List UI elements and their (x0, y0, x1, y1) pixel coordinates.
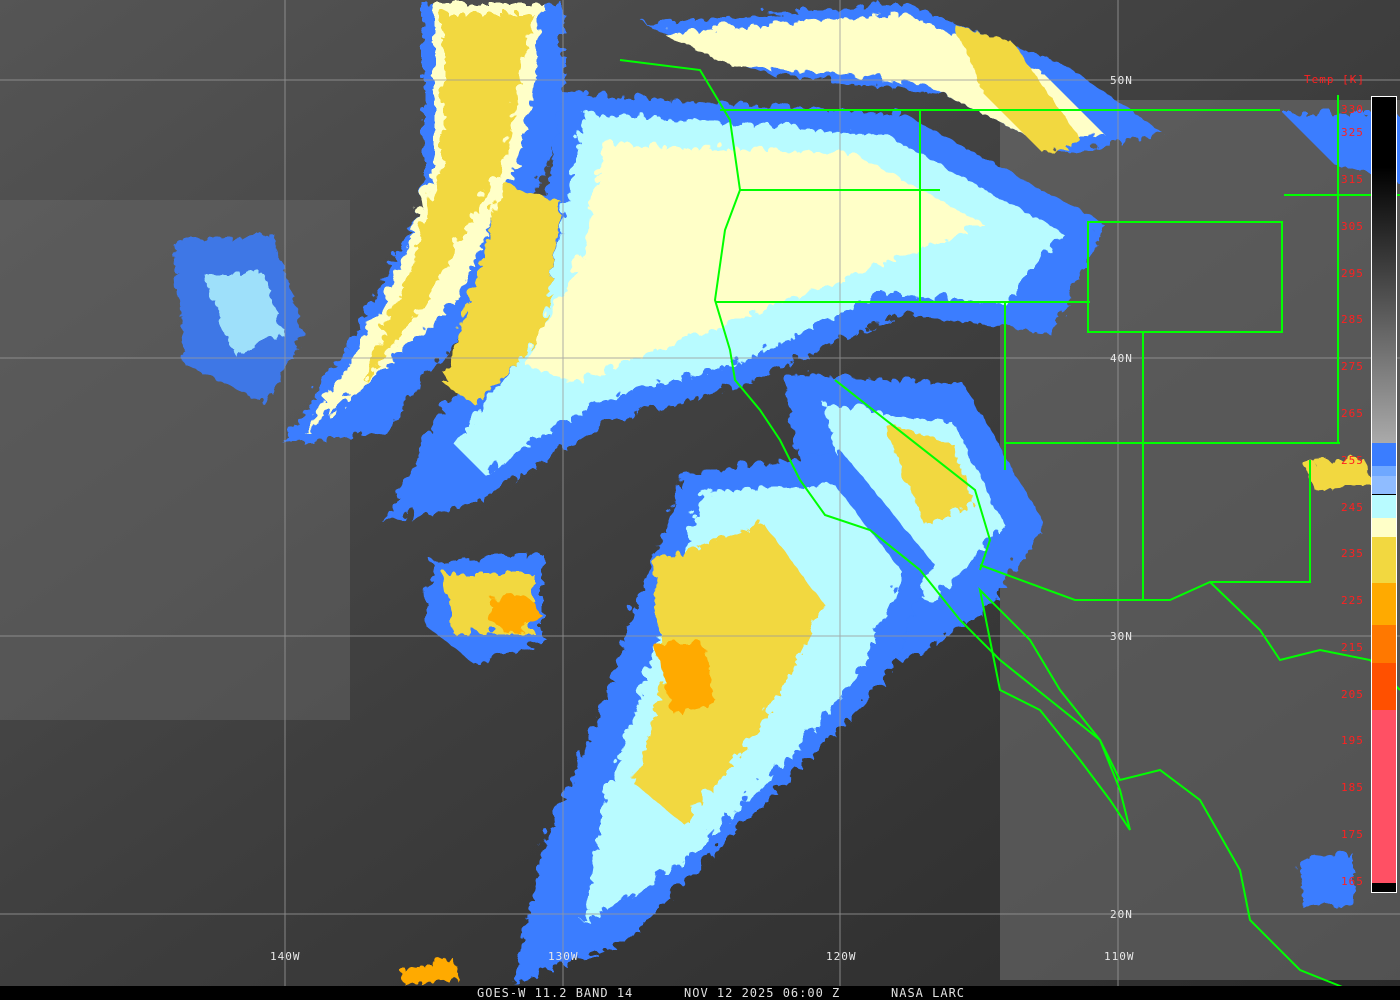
coastlines-and-borders (619, 59, 1400, 991)
temperature-colorbar (1371, 96, 1397, 893)
colorbar-segment (1372, 625, 1396, 663)
colorbar-tick-label: 295 (1341, 266, 1364, 280)
colorbar-tick-label: 315 (1341, 173, 1364, 187)
colorbar-tick-label: 175 (1341, 827, 1364, 841)
lat-label-50n: 50N (1110, 74, 1133, 87)
colorbar-segment (1372, 443, 1396, 467)
colorbar-tick-label: 235 (1341, 547, 1364, 561)
colorbar-segment (1372, 475, 1396, 495)
colorbar-tick-label: 275 (1341, 360, 1364, 374)
colorbar-tick-label: 215 (1341, 640, 1364, 654)
colorbar-tick-label: 225 (1341, 594, 1364, 608)
lon-label-130w: 130W (548, 950, 579, 963)
lat-label-20n: 20N (1110, 908, 1133, 921)
colorbar-segment (1372, 494, 1396, 518)
colorbar-tick-label: 245 (1341, 500, 1364, 514)
colorbar-segment (1372, 517, 1396, 537)
lat-label-40n: 40N (1110, 352, 1133, 365)
caption-datetime: NOV 12 2025 06:00 Z (684, 986, 841, 1000)
colorbar-tick-label: 265 (1341, 407, 1364, 420)
lon-label-140w: 140W (270, 950, 301, 963)
lat-label-30n: 30N (1110, 630, 1133, 643)
colorbar-tick-label: 285 (1341, 313, 1364, 327)
colorbar-tick-label: 205 (1341, 687, 1364, 701)
colorbar-tick-label: 185 (1341, 781, 1364, 795)
colorbar-tick-label: 255 (1341, 453, 1364, 467)
colorbar-tick-label: 195 (1341, 734, 1364, 748)
colorbar-tick-label: 165 (1341, 874, 1364, 888)
caption-bar: GOES-W 11.2 BAND 14 NOV 12 2025 06:00 Z … (0, 986, 1400, 1000)
lon-label-120w: 120W (826, 950, 857, 963)
caption-satellite: GOES-W 11.2 BAND 14 (477, 986, 634, 1000)
colorbar-segment (1372, 583, 1396, 626)
colorbar-tick-label: 305 (1341, 219, 1364, 233)
colorbar-segment (1372, 709, 1396, 883)
colorbar-gray-gradient (1372, 167, 1396, 444)
colorbar-tick-label: 330 (1341, 103, 1364, 117)
colorbar-segment (1372, 466, 1396, 476)
colorbar-title: Temp [K] (1304, 73, 1365, 86)
caption-source: NASA LARC (891, 986, 966, 1000)
colorbar-segment (1372, 536, 1396, 584)
colorbar-segment (1372, 662, 1396, 710)
colorbar-tick-label: 325 (1341, 126, 1364, 140)
lon-label-110w: 110W (1104, 950, 1135, 963)
